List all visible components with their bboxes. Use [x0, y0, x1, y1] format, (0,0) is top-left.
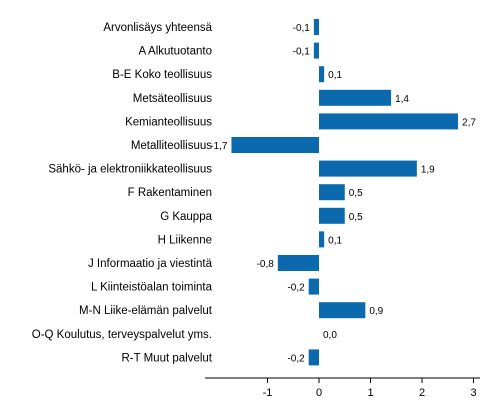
bar	[319, 89, 392, 106]
value-label: -0,1	[293, 23, 311, 34]
bar	[308, 349, 319, 366]
value-label: -0,1	[293, 47, 311, 58]
x-tick-label: -1	[263, 387, 273, 399]
x-tick-label: 0	[316, 387, 322, 399]
category-label: B-E Koko teollisuus	[112, 69, 212, 81]
category-label: Arvonlisäys yhteensä	[103, 22, 212, 34]
category-label: G Kauppa	[160, 211, 212, 223]
category-label: J Informaatio ja viestintä	[88, 258, 213, 270]
value-label: 0,9	[369, 306, 383, 317]
value-label: 0,5	[349, 188, 363, 199]
value-label: 0,1	[328, 70, 342, 81]
x-axis: -1 0 1 2 3	[205, 377, 480, 399]
value-label: -0,2	[287, 353, 305, 364]
category-label: Metsäteollisuus	[133, 93, 213, 105]
x-tick-label: 2	[419, 387, 425, 399]
value-labels: -0,1 -0,1 0,1 1,4 2,7 -1,7 1,9 0,5 0,5 0,1 -0,8 -0,…	[210, 23, 476, 364]
value-label: 2,7	[462, 117, 476, 128]
x-tick-label: 3	[470, 387, 476, 399]
value-label: -0,2	[287, 283, 305, 294]
value-label: 1,9	[421, 165, 435, 176]
category-label: O-Q Koulutus, terveyspalvelut yms.	[32, 329, 212, 341]
category-label: R-T Muut palvelut	[121, 352, 212, 364]
bar	[313, 19, 319, 35]
bar	[319, 160, 417, 177]
bar	[319, 113, 459, 130]
bar	[231, 137, 319, 153]
bar	[319, 184, 345, 201]
value-label: 0,1	[328, 235, 342, 246]
category-label: H Liikenne	[158, 234, 212, 246]
bar	[319, 302, 366, 319]
value-label: 0,0	[323, 330, 337, 341]
category-label: F Rakentaminen	[128, 187, 212, 199]
value-label: -1,7	[210, 141, 228, 152]
bar	[277, 255, 319, 271]
category-label: L Kiinteistöalan toiminta	[91, 282, 213, 294]
value-label: 0,5	[349, 212, 363, 223]
bar	[319, 66, 325, 83]
bar	[319, 207, 345, 224]
category-label: Kemianteollisuus	[125, 116, 212, 128]
value-label: 1,4	[395, 94, 409, 105]
bar	[308, 278, 319, 295]
value-label: -0,8	[257, 259, 275, 270]
category-label: A Alkutuotanto	[138, 46, 212, 58]
bar	[313, 42, 319, 59]
bars	[231, 19, 459, 366]
category-labels: Arvonlisäys yhteensä A Alkutuotanto B-E Ko…	[32, 22, 213, 364]
category-label: M-N Liike-elämän palvelut	[79, 305, 213, 317]
category-label: Metalliteollisuus	[131, 140, 212, 152]
category-label: Sähkö- ja elektroniikkateollisuus	[48, 164, 212, 176]
x-tick-label: 1	[367, 387, 373, 399]
bar	[319, 231, 325, 248]
